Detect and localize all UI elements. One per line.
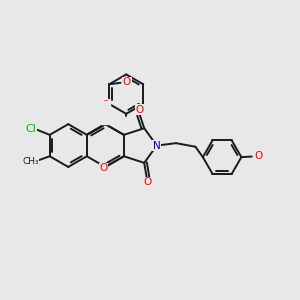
Text: O: O: [101, 100, 110, 110]
Text: O: O: [143, 178, 151, 188]
Text: O: O: [135, 104, 143, 115]
Text: Cl: Cl: [26, 124, 36, 134]
Text: CH₃: CH₃: [22, 157, 39, 166]
Text: O: O: [254, 151, 262, 161]
Text: O: O: [123, 77, 131, 87]
Bar: [101, 101, 110, 124]
Text: N: N: [153, 140, 161, 151]
Text: O: O: [100, 164, 108, 173]
